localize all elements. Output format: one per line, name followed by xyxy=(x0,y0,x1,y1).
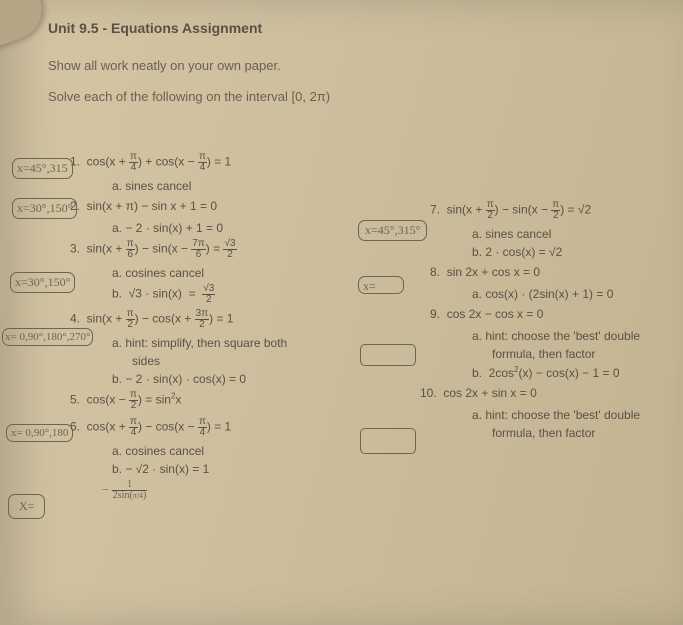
answer-box-6: X= xyxy=(8,494,45,519)
answer-1: x=45°,315 xyxy=(17,161,68,175)
p4-a2: sides xyxy=(132,354,372,368)
problem-8: 8. sin 2x + cos x = 0 xyxy=(430,263,672,281)
p7-num: 7. xyxy=(430,203,440,217)
worksheet-paper: Unit 9.5 - Equations Assignment Show all… xyxy=(0,0,683,625)
p4-b: b. − 2 · sin(x) · cos(x) = 0 xyxy=(112,372,372,386)
p8-num: 8. xyxy=(430,265,440,279)
answer-box-3: x=30°,150° xyxy=(10,272,75,293)
p7-b: b. 2 · cos(x) = √2 xyxy=(472,245,672,259)
problem-4: 4. sin(x + π2) − cos(x + 3π2) = 1 xyxy=(70,309,372,330)
problem-10: 10. cos 2x + sin x = 0 xyxy=(420,384,672,402)
p3-a: a. cosines cancel xyxy=(112,266,372,280)
p9-a2: formula, then factor xyxy=(492,347,672,361)
answer-5: x= 0,90°,180 xyxy=(11,427,68,439)
p8-eq: sin 2x + cos x = 0 xyxy=(447,265,540,279)
page-curl xyxy=(0,0,50,48)
answer-box-2: x=30°,150° xyxy=(12,198,77,219)
handwritten-fraction: − 12sin(π/4) xyxy=(102,480,372,501)
answer-box-1: x=45°,315 xyxy=(12,158,73,179)
p4-a: a. hint: simplify, then square both xyxy=(112,336,372,350)
p7-a: a. sines cancel xyxy=(472,227,672,241)
answer-4: x= 0,90°,180°,270° xyxy=(5,331,90,343)
p4-num: 4. xyxy=(70,312,80,326)
p5-num: 5. xyxy=(70,393,80,407)
content-area: Unit 9.5 - Equations Assignment Show all… xyxy=(48,20,668,120)
p10-num: 10. xyxy=(420,386,437,400)
p10-a2: formula, then factor xyxy=(492,426,672,440)
p9-b: b. 2cos2(x) − cos(x) − 1 = 0 xyxy=(472,365,672,380)
p9-eq: cos 2x − cos x = 0 xyxy=(447,307,544,321)
p3-b: b. √3 · sin(x) = √32 xyxy=(112,284,372,305)
problem-1: 1. cos(x + π4) + cos(x − π4) = 1 xyxy=(70,152,372,173)
p2-a: a. − 2 · sin(x) + 1 = 0 xyxy=(112,221,372,235)
answer-box-10 xyxy=(360,428,416,454)
answer-box-5: x= 0,90°,180 xyxy=(6,424,73,442)
instruction-2: Solve each of the following on the inter… xyxy=(48,89,668,104)
problem-5: 5. cos(x − π2) = sin2x xyxy=(70,390,372,411)
p3-num: 3. xyxy=(70,242,80,256)
answer-2: x=30°,150° xyxy=(17,201,72,215)
p10-a: a. hint: choose the 'best' double xyxy=(472,408,672,422)
problem-2: 2. sin(x + π) − sin x + 1 = 0 xyxy=(70,197,372,215)
problem-3: 3. sin(x + π6) − sin(x − 7π6) = √32 xyxy=(70,239,372,260)
answer-8: x= xyxy=(363,279,376,293)
problem-7: 7. sin(x + π2) − sin(x − π2) = √2 xyxy=(430,200,672,221)
p8-a: a. cos(x) · (2sin(x) + 1) = 0 xyxy=(472,287,672,301)
problem-9: 9. cos 2x − cos x = 0 xyxy=(430,305,672,323)
problem-6: 6. cos(x + π4) − cos(x − π4) = 1 xyxy=(70,417,372,438)
answer-box-7: x=45°,315° xyxy=(358,220,427,241)
p1-a: a. sines cancel xyxy=(112,179,372,193)
answer-box-9 xyxy=(360,344,416,366)
answer-6: X= xyxy=(19,499,34,513)
answer-box-4: x= 0,90°,180°,270° xyxy=(2,328,93,346)
answer-7: x=45°,315° xyxy=(365,223,420,237)
p9-num: 9. xyxy=(430,307,440,321)
p10-eq: cos 2x + sin x = 0 xyxy=(443,386,536,400)
instruction-1: Show all work neatly on your own paper. xyxy=(48,58,668,73)
p9-a: a. hint: choose the 'best' double xyxy=(472,329,672,343)
p6-a: a. cosines cancel xyxy=(112,444,372,458)
p6-b: b. − √2 · sin(x) = 1 xyxy=(112,462,372,476)
assignment-title: Unit 9.5 - Equations Assignment xyxy=(48,20,668,36)
answer-3: x=30°,150° xyxy=(15,275,70,289)
answer-box-8: x= xyxy=(358,276,404,294)
